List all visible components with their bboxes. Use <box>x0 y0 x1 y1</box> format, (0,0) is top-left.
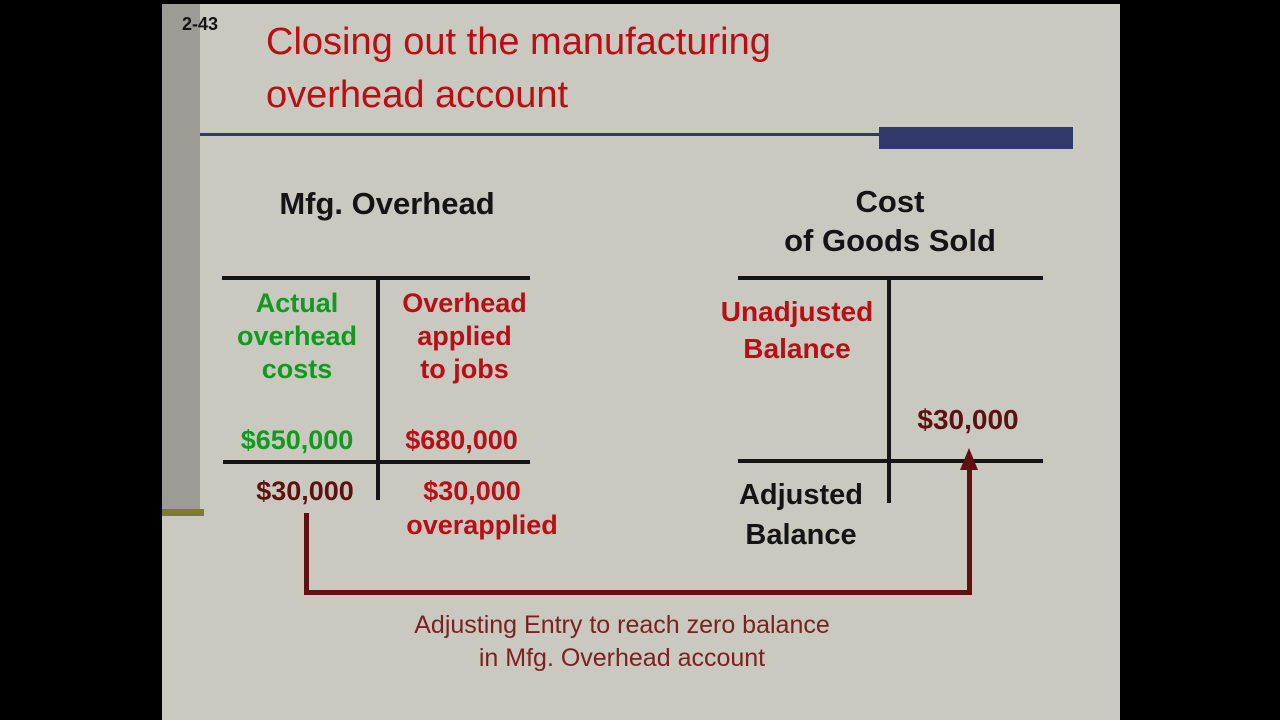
cogs-entry-amount: $30,000 <box>917 404 1019 435</box>
mfg-overhead-credit-header: Overhead applied to jobs <box>377 287 552 386</box>
mfg-overhead-credit-entry-amount: $30,000 <box>423 476 521 506</box>
title-divider-line <box>200 133 880 136</box>
adjusting-entry-connector-right-segment <box>967 470 972 595</box>
slide-edge-strip <box>162 4 200 509</box>
slide-title: Closing out the manufacturing overhead a… <box>266 16 986 122</box>
slide-page-number: 2-43 <box>182 14 219 34</box>
mfg-credit-header-line2: applied <box>417 321 512 351</box>
caption-line2: in Mfg. Overhead account <box>478 644 766 672</box>
cogs-adjusted-balance-label: Adjusted Balance <box>701 475 901 555</box>
cogs-t-account-vertical-line <box>887 276 891 503</box>
mfg-overhead-credit-entry-note: overapplied <box>406 510 558 540</box>
mfg-debit-header-line2: overhead <box>236 321 358 351</box>
mfg-overhead-t-account-vertical-line <box>376 276 380 500</box>
cogs-adjusted-line2: Balance <box>745 519 857 551</box>
cogs-unadjusted-balance-label: Unadjusted Balance <box>697 293 897 367</box>
cogs-balance-line <box>738 459 1043 463</box>
mfg-credit-header-line1: Overhead <box>402 288 527 318</box>
slide-title-line2: overhead account <box>266 74 569 116</box>
mfg-overhead-debit-amount: $650,000 <box>240 425 354 455</box>
adjusting-entry-connector-bottom-segment <box>304 590 972 595</box>
cogs-adjusted-line1: Adjusted <box>738 479 864 511</box>
adjusting-entry-caption: Adjusting Entry to reach zero balance in… <box>322 609 922 675</box>
mfg-debit-header-line3: costs <box>261 354 333 384</box>
cogs-unadjusted-line1: Unadjusted <box>720 296 874 327</box>
adjusting-entry-connector-left-segment <box>304 513 309 595</box>
mfg-credit-header-line3: to jobs <box>420 354 509 384</box>
mfg-overhead-balance-line <box>223 460 530 464</box>
mfg-overhead-credit-amount: $680,000 <box>405 425 518 455</box>
title-divider-bar <box>879 127 1073 149</box>
mfg-overhead-debit-header: Actual overhead costs <box>202 287 392 386</box>
mfg-debit-header-line1: Actual <box>255 288 339 318</box>
slide: 2-43 Closing out the manufacturing overh… <box>162 4 1120 720</box>
cogs-title-line1: Cost <box>855 184 925 219</box>
cogs-account-title: Cost of Goods Sold <box>739 182 1041 260</box>
cogs-title-line2: of Goods Sold <box>784 223 996 258</box>
cogs-unadjusted-line2: Balance <box>743 333 851 364</box>
caption-line1: Adjusting Entry to reach zero balance <box>414 611 830 639</box>
slide-title-line1: Closing out the manufacturing <box>266 21 771 63</box>
mfg-overhead-debit-balance: $30,000 <box>256 476 354 506</box>
mfg-overhead-account-title: Mfg. Overhead <box>279 186 495 221</box>
arrow-up-icon <box>960 448 978 470</box>
slide-edge-strip-end <box>162 509 204 516</box>
